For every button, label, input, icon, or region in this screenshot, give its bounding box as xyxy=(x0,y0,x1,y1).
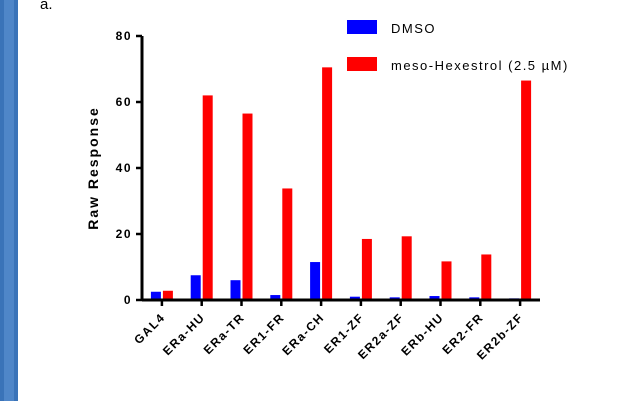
bar-hexestrol xyxy=(481,254,492,300)
legend-swatch-hexestrol xyxy=(347,57,377,71)
x-tick-label: ERa-HU xyxy=(160,310,208,358)
bar-hexestrol xyxy=(401,236,412,300)
left-accent-bar-inner xyxy=(4,0,14,401)
bars-group xyxy=(150,67,532,301)
x-tick-label: ERb-HU xyxy=(398,310,446,358)
bar-dmso xyxy=(429,296,440,300)
bar-hexestrol xyxy=(361,238,372,300)
bar-dmso xyxy=(270,295,281,300)
legend-label-hexestrol: meso-Hexestrol (2.5 µM) xyxy=(391,58,569,73)
bar-hexestrol xyxy=(242,113,253,300)
x-tick-label: ERa-CH xyxy=(279,310,327,358)
bar-dmso xyxy=(230,280,241,300)
legend-label-dmso: DMSO xyxy=(391,21,436,36)
y-tick-label: 60 xyxy=(116,95,132,109)
panel-label: a. xyxy=(40,0,53,13)
bar-hexestrol xyxy=(282,188,293,300)
bar-dmso xyxy=(150,291,161,300)
left-accent-bar xyxy=(0,0,18,401)
bar-dmso xyxy=(190,275,201,300)
bar-hexestrol xyxy=(521,80,532,300)
bar-dmso xyxy=(310,262,321,300)
bar-hexestrol xyxy=(162,290,173,300)
axes-group xyxy=(140,36,540,302)
y-tick-label: 20 xyxy=(116,227,132,241)
bar-hexestrol xyxy=(441,261,452,300)
y-tick-label: 0 xyxy=(124,293,132,307)
y-tick-label: 80 xyxy=(116,29,132,43)
y-axis-title: Raw Response xyxy=(85,106,101,230)
bar-hexestrol xyxy=(202,95,213,301)
ticks-group: 020406080GAL4ERa-HUERa-TRER1-FRERa-CHER1… xyxy=(116,29,527,362)
bar-dmso xyxy=(349,296,360,300)
x-tick-label: GAL4 xyxy=(131,310,168,347)
y-tick-label: 40 xyxy=(116,161,132,175)
bar-hexestrol xyxy=(322,67,333,300)
x-tick-label: ERa-TR xyxy=(201,310,248,357)
legend: DMSO meso-Hexestrol (2.5 µM) xyxy=(347,20,569,73)
legend-swatch-dmso xyxy=(347,20,377,34)
